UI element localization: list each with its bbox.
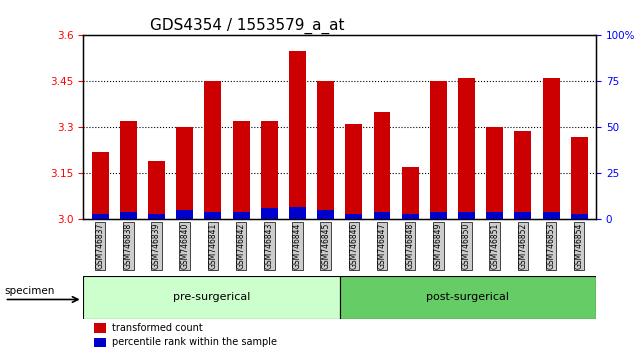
Bar: [487, 212, 503, 219]
Bar: [148, 161, 165, 219]
Text: post-surgerical: post-surgerical: [426, 292, 510, 302]
Text: GSM746840: GSM746840: [180, 223, 189, 269]
Bar: [148, 214, 165, 219]
FancyBboxPatch shape: [83, 276, 340, 319]
Text: percentile rank within the sample: percentile rank within the sample: [112, 337, 276, 348]
Bar: [402, 214, 419, 219]
Bar: [542, 78, 560, 219]
Text: GSM746850: GSM746850: [462, 223, 471, 269]
FancyBboxPatch shape: [340, 276, 596, 319]
Bar: [94, 338, 106, 347]
Bar: [176, 127, 193, 219]
Bar: [430, 81, 447, 219]
Bar: [289, 51, 306, 219]
Text: GSM746838: GSM746838: [124, 223, 133, 269]
Bar: [345, 214, 362, 219]
Bar: [289, 207, 306, 219]
Text: GSM746842: GSM746842: [237, 223, 246, 269]
Bar: [92, 214, 109, 219]
Bar: [542, 212, 560, 219]
Text: specimen: specimen: [4, 286, 55, 296]
Bar: [120, 121, 137, 219]
Text: GSM746854: GSM746854: [575, 223, 584, 269]
Bar: [261, 121, 278, 219]
Text: GSM746837: GSM746837: [96, 223, 104, 269]
Text: GSM746844: GSM746844: [293, 223, 302, 269]
Text: GSM746847: GSM746847: [378, 223, 387, 269]
Bar: [458, 212, 475, 219]
Text: pre-surgerical: pre-surgerical: [173, 292, 250, 302]
Bar: [374, 112, 390, 219]
Text: GSM746841: GSM746841: [208, 223, 217, 269]
Text: GSM746845: GSM746845: [321, 223, 330, 269]
Bar: [515, 212, 531, 219]
Bar: [317, 81, 334, 219]
Bar: [204, 81, 221, 219]
Bar: [120, 212, 137, 219]
Bar: [430, 212, 447, 219]
Bar: [204, 212, 221, 219]
Text: transformed count: transformed count: [112, 323, 203, 333]
Bar: [317, 210, 334, 219]
Bar: [570, 137, 588, 219]
Bar: [458, 78, 475, 219]
Text: GSM746853: GSM746853: [547, 223, 556, 269]
Text: GSM746851: GSM746851: [490, 223, 499, 269]
Bar: [570, 214, 588, 219]
Bar: [345, 124, 362, 219]
Bar: [374, 212, 390, 219]
Bar: [487, 127, 503, 219]
Text: GDS4354 / 1553579_a_at: GDS4354 / 1553579_a_at: [150, 18, 344, 34]
Text: GSM746846: GSM746846: [349, 223, 358, 269]
Bar: [233, 212, 249, 219]
Bar: [233, 121, 249, 219]
Text: GSM746839: GSM746839: [152, 223, 161, 269]
Bar: [92, 152, 109, 219]
Bar: [94, 324, 106, 333]
Text: GSM746849: GSM746849: [434, 223, 443, 269]
Bar: [515, 131, 531, 219]
Text: GSM746848: GSM746848: [406, 223, 415, 269]
Bar: [176, 210, 193, 219]
Text: GSM746843: GSM746843: [265, 223, 274, 269]
Text: GSM746852: GSM746852: [519, 223, 528, 269]
Bar: [402, 167, 419, 219]
Bar: [261, 209, 278, 219]
